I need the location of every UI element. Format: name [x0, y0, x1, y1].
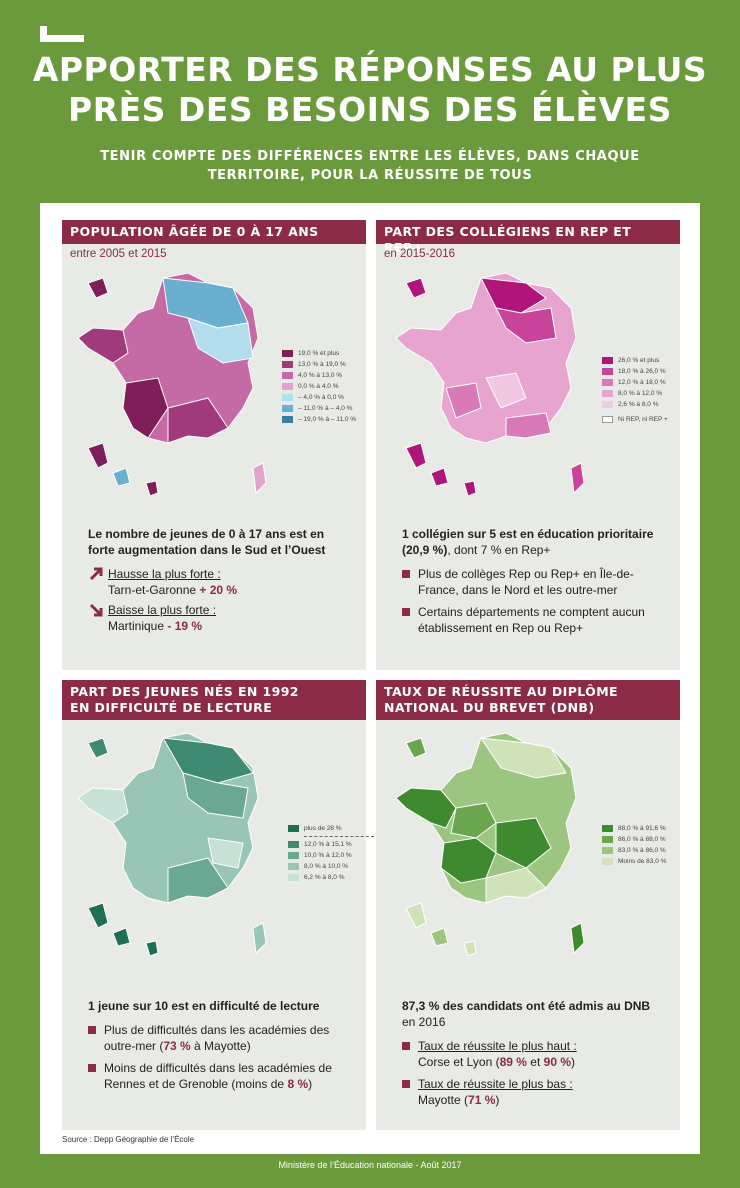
legend-row: 88,0 % à 91,6 % [602, 823, 666, 834]
bullet-item: Taux de réussite le plus bas : Mayotte (… [402, 1076, 654, 1108]
legend-divider [304, 836, 374, 837]
card-text: Le nombre de jeunes de 0 à 17 ans est en… [62, 526, 366, 638]
legend-row: 12,0 % à 18,0 % [602, 377, 668, 388]
card-title-line-1: Taux de réussite au diplôme [384, 684, 618, 699]
legend-row: 4,0 % à 13,0 % [282, 370, 356, 381]
highest-decrease: Baisse la plus forte : Martinique - 19 % [88, 602, 340, 634]
card-date: entre 2005 et 2015 [70, 248, 167, 260]
down-place: Martinique [108, 619, 165, 633]
highest-increase: Hausse la plus forte : Tarn-et-Garonne +… [88, 566, 340, 598]
legend-row: 19,0 % et plus [282, 348, 356, 359]
card-text: 1 jeune sur 10 est en difficulté de lect… [62, 998, 366, 1098]
legend-row: plus de 28 % [288, 823, 374, 834]
legend-row: – 4,0 % à 0,0 % [282, 392, 356, 403]
bullet-item: Plus de difficultés dans les académies d… [88, 1022, 340, 1054]
card-title-line-2: national du brevet (DNB) [384, 700, 595, 715]
france-map-population [77, 272, 267, 497]
france-map-lecture [77, 732, 267, 957]
map-legend: 88,0 % à 91,6 % 86,0 % à 88,0 % 83,0 % à… [602, 823, 666, 867]
legend-row: 10,0 % à 12,0 % [288, 850, 374, 861]
legend-row: 18,0 % à 26,0 % [602, 366, 668, 377]
card-text: 87,3 % des candidats ont été admis au DN… [376, 998, 680, 1114]
source-note: Source : Depp Géographie de l’École [62, 1135, 195, 1144]
card-lecture: Part des jeunes nés en 1992 en difficult… [62, 680, 374, 1130]
card-text: 1 collégien sur 5 est en éducation prior… [376, 526, 680, 642]
corner-bracket-decoration [40, 26, 84, 42]
legend-row: 13,0 % à 19,0 % [282, 359, 356, 370]
legend-row: Moins de 83,0 % [602, 856, 666, 867]
subtitle-line-1: TENIR COMPTE DES DIFFÉRENCES ENTRE LES É… [100, 149, 640, 164]
card-title: Taux de réussite au diplôme national du … [376, 680, 680, 720]
map-legend: 26,0 % et plus 18,0 % à 26,0 % 12,0 % à … [602, 355, 668, 425]
card-title: Part des jeunes nés en 1992 en difficult… [62, 680, 366, 720]
legend-row: 8,0 % à 12,0 % [602, 388, 668, 399]
card-population: Population âgée de 0 à 17 ans entre 2005… [62, 220, 366, 670]
legend-row: 26,0 % et plus [602, 355, 668, 366]
subtitle-line-2: TERRITOIRE, POUR LA RÉUSSITE DE TOUS [207, 168, 533, 183]
arrow-down-right-icon [89, 603, 103, 617]
down-value: - 19 % [167, 619, 203, 633]
card-dnb: Taux de réussite au diplôme national du … [376, 680, 680, 1130]
title-line-2: près des besoins des élèves [68, 90, 672, 129]
bullet-item: Certains départements ne comptent aucun … [402, 604, 654, 636]
legend-row: 0,0 % à 4,0 % [282, 381, 356, 392]
legend-row: 12,0 % à 15,1 % [288, 839, 374, 850]
legend-row: Ni REP, ni REP + [602, 414, 668, 425]
card-title-line-2: en difficulté de lecture [70, 700, 273, 715]
card-lead: Le nombre de jeunes de 0 à 17 ans est en… [88, 527, 326, 557]
legend-row: 6,2 % à 8,0 % [288, 872, 374, 883]
bullet-item: Plus de collèges Rep ou Rep+ en Île-de-F… [402, 566, 654, 598]
page-title: Apporter des réponses au plus près des b… [0, 50, 740, 130]
card-lead: 1 collégien sur 5 est en éducation prior… [402, 527, 654, 557]
map-legend: 19,0 % et plus 13,0 % à 19,0 % 4,0 % à 1… [282, 348, 356, 425]
up-place: Tarn-et-Garonne [108, 583, 197, 597]
legend-row: 86,0 % à 88,0 % [602, 834, 666, 845]
legend-row: 8,0 % à 10,0 % [288, 861, 374, 872]
footer-credit: Ministère de l’Éducation nationale - Aoû… [278, 1160, 462, 1170]
bullet-item: Moins de difficultés dans les académies … [88, 1060, 340, 1092]
map-legend: plus de 28 % 12,0 % à 15,1 % 10,0 % à 12… [288, 823, 374, 883]
bullet-item: Taux de réussite le plus haut : Corse et… [402, 1038, 654, 1070]
france-map-rep [395, 272, 585, 497]
legend-row: 83,0 % à 86,0 % [602, 845, 666, 856]
card-title-line-1: Part des jeunes nés en 1992 [70, 684, 299, 699]
card-date: en 2015-2016 [384, 248, 455, 260]
up-label: Hausse la plus forte : [108, 567, 221, 581]
card-title: Population âgée de 0 à 17 ans [62, 220, 366, 244]
page-subtitle: TENIR COMPTE DES DIFFÉRENCES ENTRE LES É… [0, 147, 740, 185]
legend-row: 2,6 % à 8,0 % [602, 399, 668, 410]
card-lead: 87,3 % des candidats ont été admis au DN… [402, 999, 651, 1029]
title-line-1: Apporter des réponses au plus [32, 50, 708, 89]
card-lead: 1 jeune sur 10 est en difficulté de lect… [88, 999, 320, 1013]
france-map-dnb [395, 732, 585, 957]
content-panel: Population âgée de 0 à 17 ans entre 2005… [40, 203, 700, 1154]
legend-row: – 19,0 % à – 11,0 % [282, 414, 356, 425]
down-label: Baisse la plus forte : [108, 603, 217, 617]
up-value: + 20 % [199, 583, 238, 597]
legend-row: – 11,0 % à – 4,0 % [282, 403, 356, 414]
arrow-up-right-icon [89, 567, 103, 581]
